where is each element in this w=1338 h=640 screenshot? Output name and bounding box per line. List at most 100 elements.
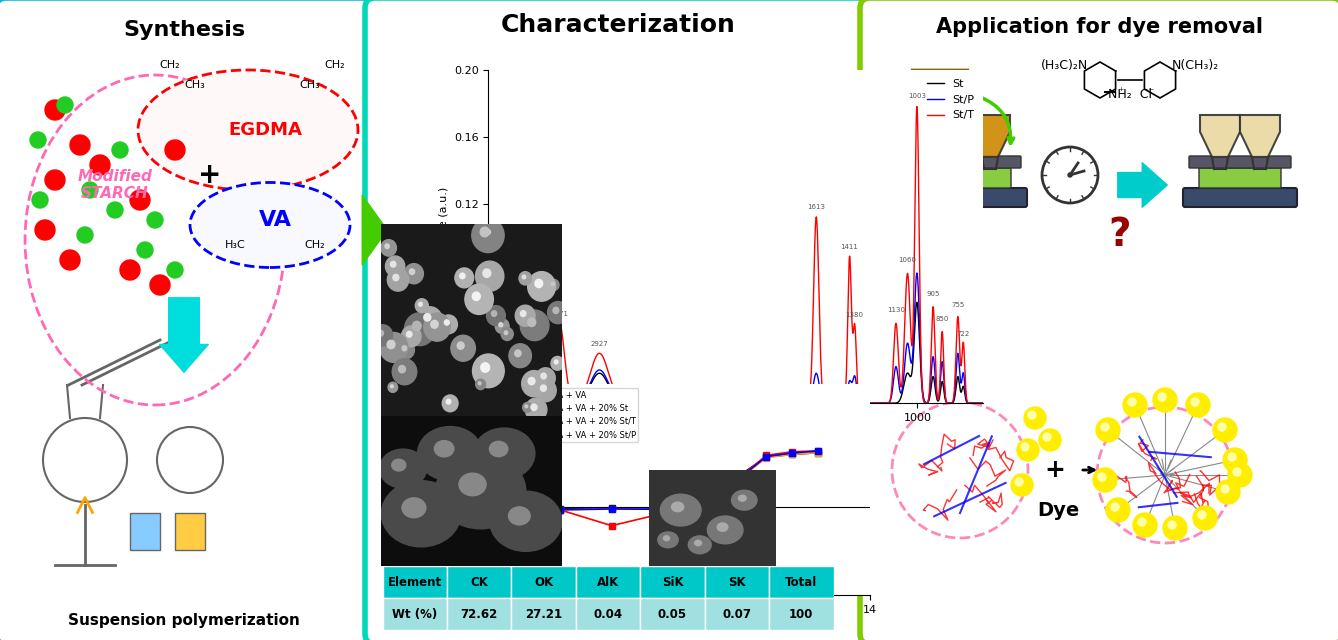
FancyBboxPatch shape [575,598,641,630]
St [716,399,732,407]
Circle shape [672,502,684,511]
Circle shape [385,244,389,248]
Circle shape [424,314,431,321]
St [840,399,856,407]
FancyBboxPatch shape [575,566,641,598]
Circle shape [1185,393,1210,417]
EGDMA + VA + 20% St/P [706,494,723,502]
Text: Suspension polymerization: Suspension polymerization [68,612,300,627]
Circle shape [455,268,474,288]
EGDMA + VA + 20% St/P [603,505,619,513]
Circle shape [412,321,421,330]
Circle shape [1093,468,1117,492]
EGDMA + VA + 20% St [681,505,697,513]
St [975,399,991,407]
EGDMA + VA + 20% St/P [656,506,672,513]
Text: VA: VA [258,210,292,230]
Text: SiK: SiK [662,576,684,589]
Text: CH₂: CH₂ [325,60,345,70]
Circle shape [130,190,150,210]
Circle shape [531,404,537,410]
FancyArrowPatch shape [1117,163,1167,207]
EGDMA + VA + 20% St/P [681,504,697,512]
EGDMA + VA + 20% St [553,506,569,514]
Circle shape [491,311,496,316]
EGDMA + VA + 20% St/P [759,452,775,460]
Text: Element: Element [388,576,442,589]
FancyBboxPatch shape [929,168,1012,188]
Text: 1411: 1411 [840,244,859,250]
Text: pH$_{pzc}$=7.05
pH$_{pzc}$=6.30
pH$_{pzc}$=6.80
pH$_{pzc}$=6.88: pH$_{pzc}$=7.05 pH$_{pzc}$=6.30 pH$_{pzc… [705,511,765,568]
Circle shape [1163,516,1187,540]
Circle shape [460,273,466,278]
Text: pH$_{pzc}$: pH$_{pzc}$ [658,470,689,486]
EGDMA + VA + 20% St [656,509,672,517]
Circle shape [541,373,546,379]
St/P [975,399,991,407]
FancyBboxPatch shape [705,566,769,598]
FancyBboxPatch shape [383,566,447,598]
Circle shape [377,330,384,336]
FancyBboxPatch shape [919,156,1021,168]
Text: 0.05: 0.05 [658,608,688,621]
St/P [935,374,951,381]
Text: ⁺: ⁺ [1119,87,1123,97]
Circle shape [1139,518,1147,526]
Line: EGDMA + VA + 20% St: EGDMA + VA + 20% St [557,448,822,529]
FancyBboxPatch shape [1199,168,1280,188]
EGDMA + VA [706,488,723,496]
EGDMA + VA [681,504,697,511]
Circle shape [515,350,520,356]
St [961,399,977,407]
EGDMA + VA + 20% St/T [706,495,723,502]
Circle shape [1107,498,1131,522]
EGDMA + VA + 20% St/T [759,454,775,461]
Circle shape [551,282,554,285]
Circle shape [472,218,504,253]
Circle shape [451,335,475,361]
Circle shape [392,359,416,385]
EGDMA + VA + 20% St [784,448,800,456]
Circle shape [1040,429,1061,451]
Circle shape [499,323,503,327]
EGDMA + VA + 20% St/P [553,506,569,514]
Circle shape [508,507,530,525]
Text: Dye: Dye [1037,500,1080,520]
Circle shape [553,307,559,314]
Circle shape [1111,503,1119,511]
Text: 100: 100 [789,608,814,621]
Circle shape [1016,478,1024,486]
Circle shape [732,490,757,510]
Circle shape [1012,474,1033,496]
Circle shape [417,426,483,481]
Circle shape [150,275,170,295]
Circle shape [483,226,496,241]
Text: 850: 850 [935,316,949,322]
Line: EGDMA + VA + 20% St/T: EGDMA + VA + 20% St/T [557,450,822,513]
Text: 3369: 3369 [518,287,535,293]
Circle shape [399,365,405,372]
Circle shape [391,385,393,388]
Circle shape [60,250,80,270]
Line: St/T: St/T [488,107,983,403]
Circle shape [388,382,397,392]
Text: 905: 905 [926,291,939,297]
Circle shape [490,492,562,552]
Text: Total: Total [785,576,818,589]
Circle shape [475,261,504,291]
St/T [935,360,951,368]
Circle shape [524,405,527,408]
Circle shape [381,239,396,256]
Text: 2927: 2927 [590,340,609,347]
Circle shape [391,261,396,267]
Circle shape [401,326,421,347]
Circle shape [523,403,533,412]
Circle shape [522,371,546,397]
Circle shape [708,516,743,544]
FancyBboxPatch shape [705,598,769,630]
Circle shape [32,192,48,208]
Circle shape [739,495,747,501]
Circle shape [480,227,490,237]
FancyBboxPatch shape [641,566,705,598]
Circle shape [380,449,427,488]
